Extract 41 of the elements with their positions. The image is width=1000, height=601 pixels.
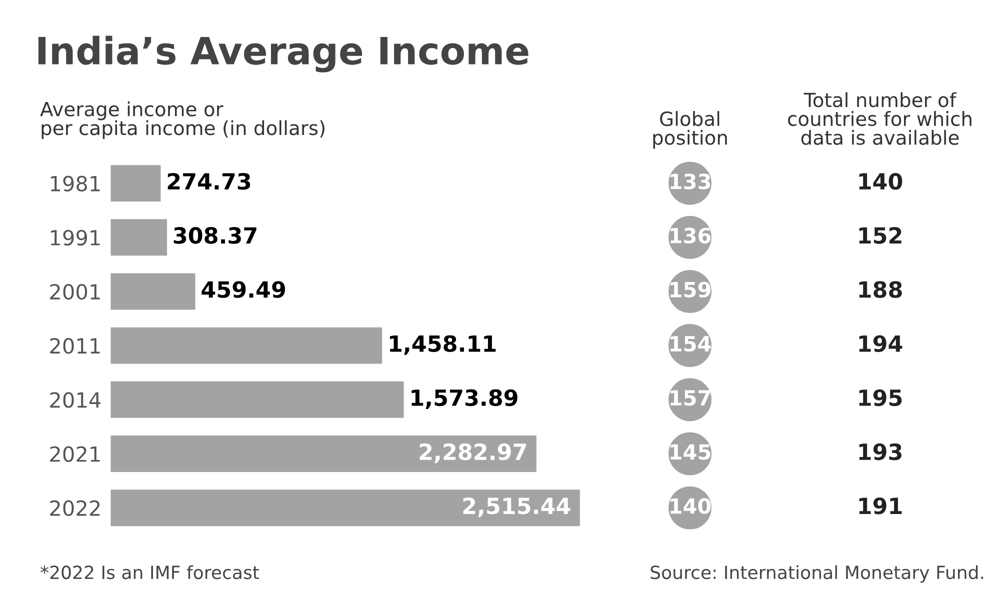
data-label: 274.73 [168,172,250,190]
y-tick-label: 2021 [50,446,100,462]
data-label: 308.37 [174,227,256,244]
bar [110,380,406,420]
bar [110,488,582,528]
data-label: 152 [859,227,902,244]
y-tick-label: 1991 [50,230,100,246]
text: Global position [653,111,727,149]
y-tick-label: 2022 [50,500,100,516]
text: *2022 Is an IMF forecast [40,565,260,580]
data-label: 133 [670,174,710,190]
data-label: 2,282.97 [420,443,526,464]
bar [110,272,197,312]
data-label: 459.49 [202,281,285,298]
y-tick-label: 2014 [50,392,100,408]
data-label: 140 [859,172,902,190]
data-label: 191 [859,498,902,514]
data-label: 1,573.89 [412,389,518,409]
y-tick-label: 2011 [50,338,100,354]
bar [110,434,538,474]
data-label: 193 [859,443,902,460]
data-label: 159 [670,282,710,298]
data-label: 188 [859,281,902,298]
data-label: 145 [670,444,710,460]
y-tick-label: 1981 [50,176,100,192]
data-label: 140 [670,498,711,514]
y-tick-label: 2001 [50,284,100,300]
bar [110,218,168,258]
bar [110,326,384,366]
data-label: 194 [859,335,902,352]
data-label: 1,458.11 [390,335,496,355]
source-note: Source: International Monetary Fund. [650,565,984,583]
data-label: 195 [859,389,902,406]
data-label: 2,515.44 [463,497,570,518]
data-label: 157 [670,390,710,406]
chart-title: India’s Average Income [38,36,528,72]
chart-subtitle: Average income or per capita income (in dollars) [40,101,324,140]
bar [110,164,162,203]
data-label: 136 [670,228,711,244]
text: Total number of countries for which data is available [788,92,972,145]
data-label: 154 [670,336,711,352]
